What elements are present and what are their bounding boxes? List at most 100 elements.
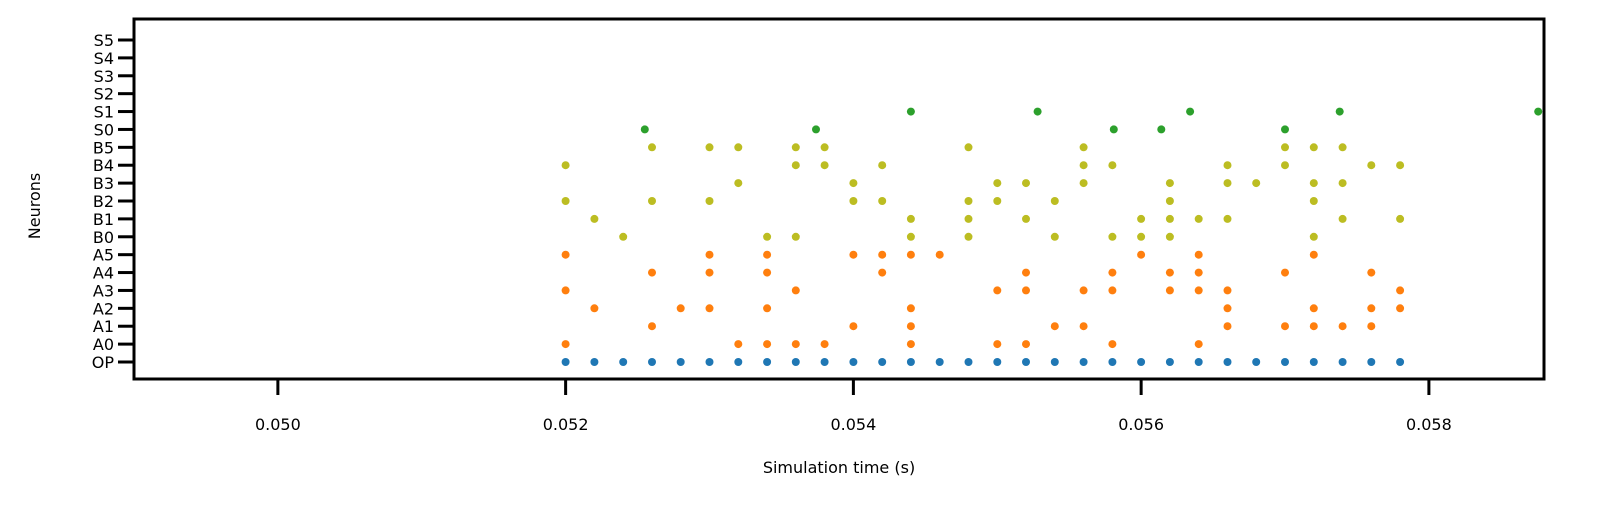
spike-point — [561, 161, 570, 170]
spike-point — [906, 304, 915, 313]
y-tick-label: S5 — [94, 31, 114, 50]
spike-point — [1079, 286, 1088, 295]
spike-point — [1338, 358, 1347, 366]
spike-point — [878, 358, 887, 366]
spike-point — [906, 250, 915, 259]
spike-point — [791, 358, 800, 366]
spike-point — [878, 250, 887, 259]
spike-point — [1137, 358, 1146, 366]
spike-point — [1281, 143, 1289, 152]
spike-point — [1396, 214, 1405, 223]
spike-point — [1309, 179, 1318, 188]
spike-point — [1033, 107, 1042, 116]
spike-point — [1137, 232, 1146, 241]
y-axis-label: Neurons — [25, 173, 44, 239]
spike-point — [763, 340, 772, 349]
y-tick-label: B5 — [93, 138, 114, 157]
spike-point — [676, 358, 685, 366]
spike-point — [1022, 179, 1030, 188]
spike-point — [849, 179, 858, 188]
y-tick-label: A3 — [93, 281, 114, 300]
spike-point — [1194, 358, 1203, 366]
y-tick-label: A5 — [93, 246, 114, 265]
spike-point — [1022, 268, 1030, 277]
data-points — [561, 107, 1543, 366]
y-tick-label: S2 — [94, 85, 114, 104]
spike-point — [1252, 179, 1261, 188]
spike-point — [1050, 232, 1059, 241]
spike-point — [1108, 340, 1117, 349]
spike-point — [1338, 179, 1347, 188]
spike-point — [993, 286, 1002, 295]
spike-point — [1194, 268, 1203, 277]
spike-point — [1186, 107, 1195, 116]
spike-point — [1338, 214, 1347, 223]
spike-point — [1165, 179, 1174, 188]
spike-point — [590, 214, 599, 223]
spike-point — [906, 107, 915, 116]
spike-point — [705, 358, 714, 366]
spike-point — [1309, 358, 1318, 366]
spike-point — [1335, 107, 1344, 116]
spike-point — [734, 143, 743, 152]
spike-point — [619, 232, 628, 241]
spike-point — [1165, 268, 1174, 277]
spike-point — [1050, 322, 1059, 331]
spike-point — [1079, 322, 1088, 331]
spike-point — [1281, 268, 1289, 277]
spike-point — [1396, 304, 1405, 313]
spike-point — [590, 304, 599, 313]
spike-point — [1309, 232, 1318, 241]
spike-point — [1165, 232, 1174, 241]
spike-point — [1281, 125, 1289, 134]
spike-point — [993, 358, 1002, 366]
spike-point — [820, 161, 829, 170]
spike-point — [561, 250, 570, 259]
y-tick-label: B0 — [93, 228, 114, 247]
spike-point — [1338, 143, 1347, 152]
spike-point — [1109, 125, 1118, 134]
y-tick-label: B4 — [93, 156, 114, 175]
plot-area-frame — [132, 17, 1546, 381]
y-tick-label: B2 — [93, 192, 114, 211]
spike-point — [1281, 358, 1289, 366]
spike-point — [763, 358, 772, 366]
spike-point — [1252, 358, 1261, 366]
spike-point — [1223, 304, 1232, 313]
spike-point — [935, 250, 944, 259]
spike-point — [1309, 322, 1318, 331]
x-tick-label: 0.058 — [1406, 415, 1452, 434]
spike-point — [648, 268, 656, 277]
spike-point — [791, 286, 800, 295]
spike-point — [1022, 286, 1030, 295]
spike-point — [906, 358, 915, 366]
y-tick-label: A0 — [93, 335, 114, 354]
y-tick-label: S0 — [94, 120, 114, 139]
spike-point — [1281, 161, 1289, 170]
spike-point — [1309, 250, 1318, 259]
spike-point — [1194, 340, 1203, 349]
spike-point — [820, 358, 829, 366]
spike-point — [1165, 286, 1174, 295]
x-tick-label: 0.054 — [830, 415, 876, 434]
spike-point — [561, 340, 570, 349]
spike-point — [906, 340, 915, 349]
spike-point — [993, 179, 1002, 188]
spike-point — [1079, 161, 1088, 170]
spike-point — [993, 197, 1002, 205]
spike-point — [1022, 340, 1030, 349]
spike-point — [763, 304, 772, 313]
spike-point — [561, 197, 570, 205]
spike-point — [1281, 322, 1289, 331]
x-tick-label: 0.050 — [255, 415, 301, 434]
spike-point — [1367, 322, 1376, 331]
spike-point — [964, 143, 973, 152]
spike-point — [1309, 197, 1318, 205]
spike-point — [648, 322, 656, 331]
y-tick-label: A1 — [93, 317, 114, 336]
spike-point — [1223, 286, 1232, 295]
spike-point — [964, 214, 973, 223]
spike-point — [734, 358, 743, 366]
